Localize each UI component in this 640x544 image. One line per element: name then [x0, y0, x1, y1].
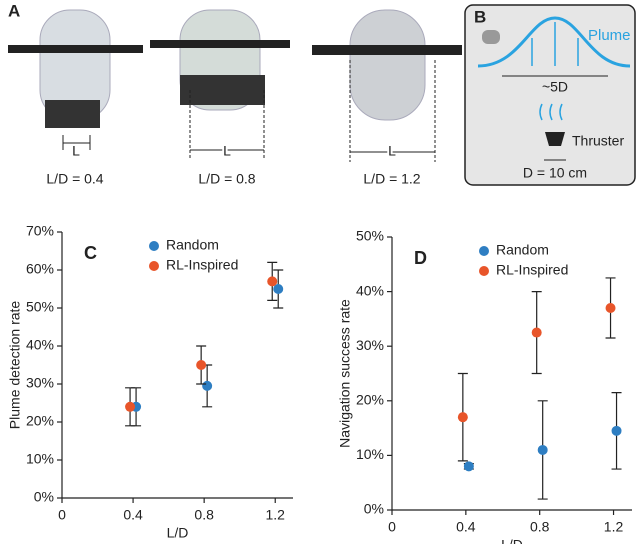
photo-caption: L/D = 0.4: [46, 171, 103, 187]
y-tick-label: 50%: [356, 228, 384, 244]
photo-caption: L/D = 1.2: [363, 171, 420, 187]
photo-caption: L/D = 0.8: [198, 171, 255, 187]
thruster-label: Thruster: [572, 133, 624, 149]
plume-label: Plume: [588, 27, 631, 44]
y-tick-label: 40%: [26, 337, 54, 353]
x-tick-label: 0.4: [456, 519, 476, 535]
spread-label: ~5D: [542, 79, 568, 95]
y-tick-label: 0%: [34, 489, 54, 505]
legend-label: Random: [166, 237, 219, 253]
robot-icon: [482, 30, 500, 44]
robot-photo: [150, 9, 290, 111]
y-tick-label: 20%: [26, 413, 54, 429]
data-point: [611, 425, 622, 436]
y-tick-label: 40%: [356, 282, 384, 298]
x-tick-label: 0: [58, 507, 66, 523]
y-tick-label: 20%: [356, 392, 384, 408]
data-point: [463, 461, 474, 472]
legend-label: Random: [496, 242, 549, 258]
x-tick-label: 0.4: [123, 507, 143, 523]
dimension-lines: [62, 60, 436, 162]
panel-label: A: [8, 1, 20, 20]
x-tick-label: 1.2: [265, 507, 285, 523]
y-tick-label: 70%: [26, 223, 54, 239]
y-tick-label: 10%: [356, 446, 384, 462]
data-point: [202, 380, 213, 391]
x-tick-label: 0.8: [530, 519, 550, 535]
data-point: [605, 302, 616, 313]
x-tick-label: 1.2: [604, 519, 624, 535]
data-point: [273, 284, 284, 294]
dimension-label: L: [72, 143, 80, 159]
x-axis-label: L/D: [501, 537, 523, 544]
x-axis-label: L/D: [167, 525, 189, 541]
legend-swatch: [479, 266, 489, 276]
robot-photo: [312, 9, 462, 121]
data-point: [457, 412, 468, 423]
dimension-label: L: [388, 143, 396, 159]
legend-swatch: [149, 241, 159, 251]
dimension-label: L: [223, 143, 231, 159]
y-tick-label: 50%: [26, 299, 54, 315]
y-axis-label: Plume detection rate: [7, 301, 23, 430]
chart-title: D: [414, 248, 427, 268]
legend-swatch: [479, 246, 489, 256]
y-tick-label: 0%: [364, 501, 384, 517]
plume-curve: [477, 16, 631, 68]
data-point: [125, 401, 136, 412]
data-point: [267, 276, 278, 287]
x-tick-label: 0.8: [194, 507, 214, 523]
data-point: [537, 444, 548, 455]
robot-photo: [8, 9, 143, 128]
legend-label: RL-Inspired: [496, 262, 568, 278]
diameter-label: D = 10 cm: [523, 165, 587, 181]
thruster-icon: [545, 132, 565, 146]
panel-label: B: [474, 7, 486, 26]
y-tick-label: 10%: [26, 451, 54, 467]
legend-swatch: [149, 261, 159, 271]
y-tick-label: 60%: [26, 261, 54, 277]
y-axis-label: Navigation success rate: [337, 299, 353, 448]
data-point: [196, 360, 207, 370]
plume-arrows: [531, 22, 579, 121]
chart-title: C: [84, 243, 97, 263]
y-tick-label: 30%: [26, 375, 54, 391]
legend-label: RL-Inspired: [166, 257, 238, 273]
data-point: [531, 327, 542, 338]
y-tick-label: 30%: [356, 337, 384, 353]
x-tick-label: 0: [388, 519, 396, 535]
